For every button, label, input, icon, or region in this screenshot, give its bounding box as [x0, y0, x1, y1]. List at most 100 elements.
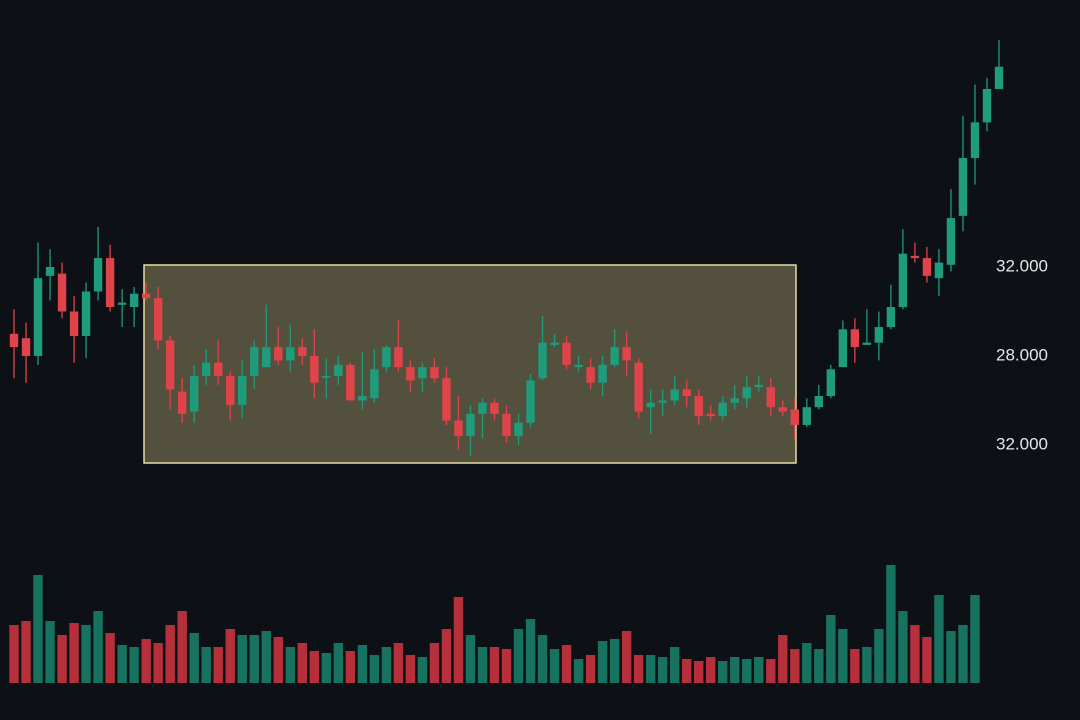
volume-bar — [33, 575, 43, 683]
candle-body — [201, 362, 211, 377]
candle-body — [574, 364, 583, 368]
volume-bar — [669, 647, 680, 683]
candle-body — [922, 258, 932, 276]
volume-bar — [21, 621, 31, 683]
volume-bar — [657, 657, 668, 683]
volume-bar — [826, 615, 836, 683]
candle-body — [466, 413, 475, 437]
volume-bar — [934, 595, 944, 683]
candle-body — [238, 376, 247, 405]
volume-bar — [93, 611, 103, 683]
volume-bar — [285, 647, 295, 683]
candle-body — [310, 356, 319, 383]
volume-pane — [9, 565, 980, 683]
volume-bar — [501, 649, 512, 683]
candle-body — [418, 367, 427, 379]
candle-body — [430, 367, 439, 379]
volume-bar — [441, 629, 452, 683]
volume-bar — [886, 565, 896, 683]
candle-body — [802, 407, 812, 425]
volume-bar — [45, 621, 55, 683]
volume-bar — [874, 629, 884, 683]
y-tick-label: 32.000 — [996, 256, 1048, 275]
candle-body — [274, 347, 283, 361]
volume-bar — [814, 649, 824, 683]
volume-bar — [573, 659, 584, 683]
volume-bar — [742, 659, 752, 683]
volume-bar — [153, 643, 163, 683]
volume-bar — [681, 659, 692, 683]
volume-bar — [633, 655, 644, 683]
volume-bar — [321, 653, 332, 683]
candle-body — [334, 364, 343, 377]
volume-bar — [537, 635, 548, 683]
candle-body — [766, 387, 775, 408]
y-tick-label: 28.000 — [996, 345, 1048, 364]
volume-bar — [249, 635, 259, 683]
volume-bar — [309, 651, 320, 683]
candle-body — [406, 367, 415, 381]
volume-bar — [261, 631, 271, 683]
volume-bar — [465, 635, 476, 683]
volume-bar — [802, 643, 812, 683]
candle-body — [634, 362, 643, 412]
candle-body — [970, 122, 980, 158]
candle-body — [442, 378, 451, 421]
volume-bar — [693, 661, 704, 683]
volume-bar — [970, 595, 980, 683]
volume-bar — [790, 649, 800, 683]
volume-bar — [706, 657, 716, 683]
volume-bar — [621, 631, 632, 683]
volume-bar — [585, 655, 596, 683]
volume-bar — [177, 611, 187, 683]
candle-body — [682, 389, 691, 397]
volume-bar — [898, 611, 908, 683]
volume-bar — [561, 645, 572, 683]
candle-body — [129, 293, 139, 308]
candle-body — [778, 407, 787, 412]
candle-body — [189, 376, 199, 412]
volume-bar — [189, 633, 199, 683]
volume-bar — [81, 625, 91, 683]
candle-body — [322, 376, 331, 378]
candle-body — [850, 329, 860, 348]
candle-body — [514, 422, 523, 437]
candle-body — [165, 340, 175, 390]
candle-body — [718, 402, 727, 417]
candle-body — [141, 293, 151, 299]
candle-body — [454, 420, 463, 437]
candle-body — [826, 369, 836, 397]
volume-bar — [345, 651, 356, 683]
volume-bar — [237, 635, 247, 683]
candle-body — [814, 396, 824, 408]
volume-bar — [838, 629, 848, 683]
volume-bar — [429, 643, 440, 683]
candle-body — [33, 278, 43, 356]
candle-body — [610, 347, 619, 365]
volume-bar — [453, 597, 464, 683]
y-tick-label: 32.000 — [996, 434, 1048, 453]
volume-bar — [57, 635, 67, 683]
volume-bar — [718, 661, 728, 683]
candle-body — [298, 347, 307, 356]
candle-body — [790, 409, 799, 425]
volume-bar — [477, 647, 488, 683]
candle-body — [622, 347, 631, 361]
volume-bar — [141, 639, 151, 683]
candle-body — [382, 347, 391, 368]
candle-body — [69, 311, 79, 336]
volume-bar — [357, 645, 368, 683]
volume-bar — [105, 633, 115, 683]
candle-body — [490, 402, 499, 414]
volume-bar — [333, 643, 344, 683]
candle-body — [117, 302, 127, 305]
volume-bar — [754, 657, 764, 683]
candle-body — [694, 396, 703, 417]
volume-bar — [225, 629, 235, 683]
candle-body — [250, 347, 259, 377]
candle-body — [898, 253, 908, 308]
candle-body — [370, 369, 379, 399]
volume-bar — [405, 655, 416, 683]
